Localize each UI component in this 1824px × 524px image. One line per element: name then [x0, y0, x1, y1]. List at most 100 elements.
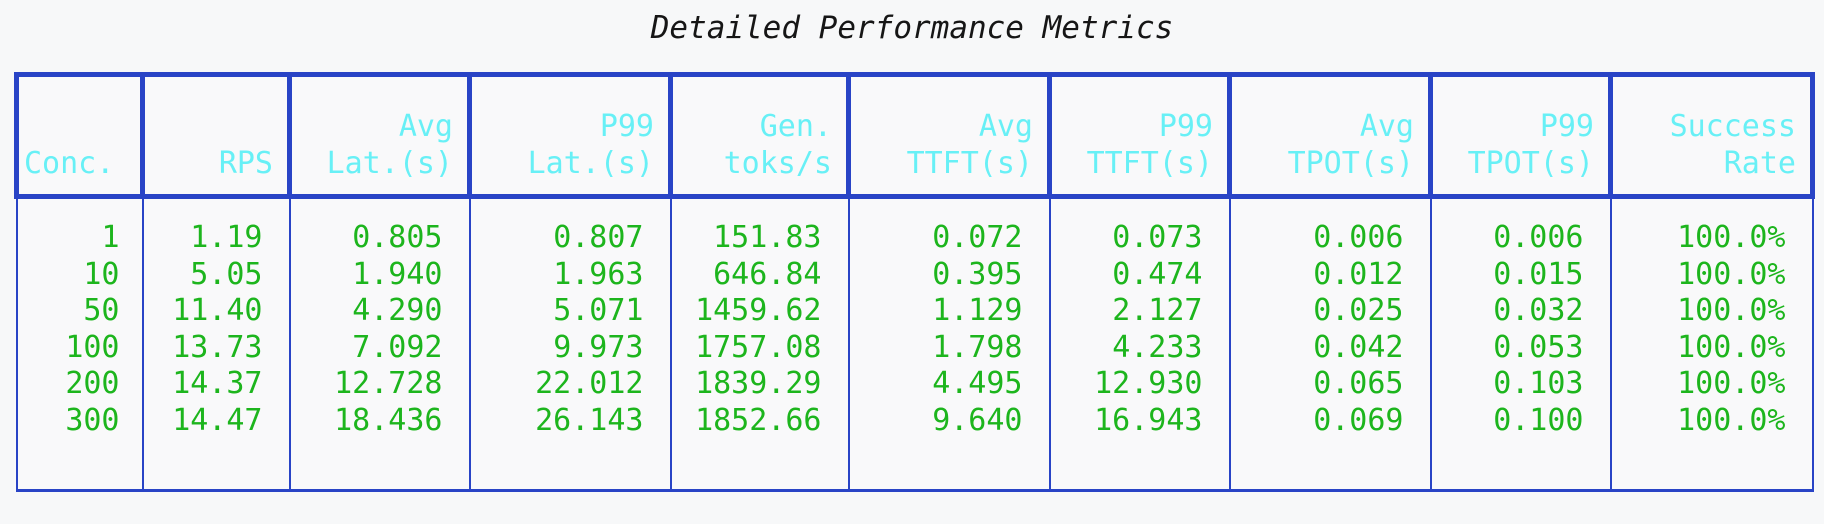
data-value: 0.395 — [932, 256, 1023, 292]
data-value: 1.798 — [932, 329, 1023, 365]
data-value: 100.0% — [1677, 256, 1786, 292]
data-value: 0.805 — [352, 220, 443, 255]
data-value: 22.012 — [535, 366, 644, 401]
data-column-cell: 0.006 0.012 0.025 0.042 0.065 0.069 — [1228, 195, 1432, 492]
data-value: 0.073 — [1112, 220, 1203, 255]
header-cell: P99 TTFT(s) — [1047, 72, 1232, 199]
data-value: 300 — [65, 402, 120, 438]
data-value: 0.042 — [1313, 329, 1404, 365]
header-cell: Avg TTFT(s) — [846, 72, 1052, 199]
header-cell: Avg TPOT(s) — [1227, 72, 1433, 199]
data-value: 100.0% — [1677, 329, 1786, 365]
data-value: 1 — [101, 220, 120, 255]
data-value: 0.025 — [1313, 293, 1404, 328]
data-value: 9.640 — [932, 402, 1023, 438]
header-line: Lat.(s) — [527, 146, 654, 181]
data-value: 0.006 — [1313, 220, 1404, 255]
data-value: 18.436 — [334, 402, 443, 438]
header-line: Gen. — [759, 109, 832, 144]
data-column-cell: 0.807 1.963 5.071 9.973 22.012 26.143 — [468, 195, 672, 492]
data-value: 26.143 — [535, 402, 644, 438]
header-line: RPS — [218, 146, 273, 181]
data-value: 0.807 — [553, 220, 644, 255]
data-value: 200 — [65, 366, 120, 401]
data-value: 1.19 — [190, 220, 263, 255]
data-column-cell: 0.805 1.940 4.290 7.092 12.728 18.436 — [288, 195, 471, 492]
data-column-cell: 1.19 5.05 11.40 13.73 14.37 14.47 — [141, 195, 291, 492]
data-value: 1839.29 — [695, 366, 822, 401]
data-value: 11.40 — [172, 293, 263, 328]
data-column-cell: 151.83 646.84 1459.62 1757.08 1839.29 1852.66 — [669, 195, 850, 492]
data-value: 16.943 — [1094, 402, 1203, 438]
header-line: TTFT(s) — [1086, 146, 1213, 181]
data-value: 0.069 — [1313, 402, 1404, 438]
header-line: toks/s — [723, 146, 832, 181]
data-value: 0.100 — [1493, 402, 1584, 438]
data-column-cell: 1 10 50 100 200 300 — [15, 195, 144, 492]
header-line: TPOT(s) — [1287, 146, 1414, 181]
header-row: Conc. RPS Avg Lat.(s) P99 Lat.(s) Gen. toks/s Av… — [14, 72, 1815, 199]
data-value: 100.0% — [1677, 366, 1786, 401]
header-line: Avg — [398, 109, 453, 144]
data-value: 1.963 — [553, 256, 644, 292]
data-value: 100.0% — [1677, 220, 1786, 255]
header-line: Rate — [1723, 146, 1796, 181]
data-value: 1757.08 — [695, 329, 822, 365]
header-line: Avg — [978, 109, 1033, 144]
header-line: TPOT(s) — [1467, 146, 1594, 181]
data-column-cell: 0.006 0.015 0.032 0.053 0.103 0.100 — [1429, 195, 1612, 492]
data-value: 0.474 — [1112, 256, 1203, 292]
performance-metrics-table: Conc. RPS Avg Lat.(s) P99 Lat.(s) Gen. toks/s Av… — [14, 72, 1815, 492]
body-row: 1 10 50 100 200 300 1.19 5.05 11.40 13.73 14.37 14.… — [15, 195, 1814, 492]
data-value: 50 — [83, 293, 120, 328]
header-line: Lat.(s) — [326, 146, 453, 181]
data-value: 0.072 — [932, 220, 1023, 255]
header-line: P99 — [1539, 109, 1594, 144]
data-value: 4.290 — [352, 293, 443, 328]
data-value: 0.065 — [1313, 366, 1404, 401]
header-cell: Avg Lat.(s) — [287, 72, 472, 199]
data-value: 1459.62 — [695, 293, 822, 328]
data-value: 1.129 — [932, 293, 1023, 328]
data-value: 1.940 — [352, 256, 443, 292]
header-line: Avg — [1359, 109, 1414, 144]
data-value: 4.495 — [932, 366, 1023, 401]
data-value: 14.37 — [172, 366, 263, 401]
data-value: 0.015 — [1493, 256, 1584, 292]
header-cell: RPS — [140, 72, 292, 199]
header-line: P99 — [1158, 109, 1213, 144]
data-value: 12.728 — [334, 366, 443, 401]
data-column-cell: 0.072 0.395 1.129 1.798 4.495 9.640 — [847, 195, 1051, 492]
data-value: 5.071 — [553, 293, 644, 328]
header-line: P99 — [599, 109, 654, 144]
header-line: TTFT(s) — [906, 146, 1033, 181]
data-column-cell: 100.0% 100.0% 100.0% 100.0% 100.0% 100.0% — [1609, 195, 1814, 492]
data-value: 12.930 — [1094, 366, 1203, 401]
header-line: Conc. — [24, 146, 115, 181]
data-value: 0.103 — [1493, 366, 1584, 401]
data-value: 100 — [65, 329, 120, 365]
header-line: Success — [1669, 109, 1796, 144]
data-value: 10 — [83, 256, 120, 292]
data-value: 646.84 — [713, 256, 822, 292]
data-value: 2.127 — [1112, 293, 1203, 328]
data-value: 151.83 — [713, 220, 822, 255]
header-cell: Gen. toks/s — [668, 72, 851, 199]
data-value: 0.053 — [1493, 329, 1584, 365]
data-column-cell: 0.073 0.474 2.127 4.233 12.930 16.943 — [1048, 195, 1231, 492]
header-cell: Success Rate — [1608, 72, 1815, 199]
page-title: Detailed Performance Metrics — [650, 10, 1174, 46]
data-value: 100.0% — [1677, 402, 1786, 438]
data-value: 0.006 — [1493, 220, 1584, 255]
data-value: 7.092 — [352, 329, 443, 365]
data-value: 5.05 — [190, 256, 263, 292]
data-value: 4.233 — [1112, 329, 1203, 365]
data-value: 14.47 — [172, 402, 263, 438]
header-cell: Conc. — [14, 72, 145, 199]
header-cell: P99 Lat.(s) — [467, 72, 673, 199]
data-value: 9.973 — [553, 329, 644, 365]
data-value: 0.032 — [1493, 293, 1584, 328]
header-cell: P99 TPOT(s) — [1428, 72, 1613, 199]
data-value: 13.73 — [172, 329, 263, 365]
data-value: 100.0% — [1677, 293, 1786, 328]
